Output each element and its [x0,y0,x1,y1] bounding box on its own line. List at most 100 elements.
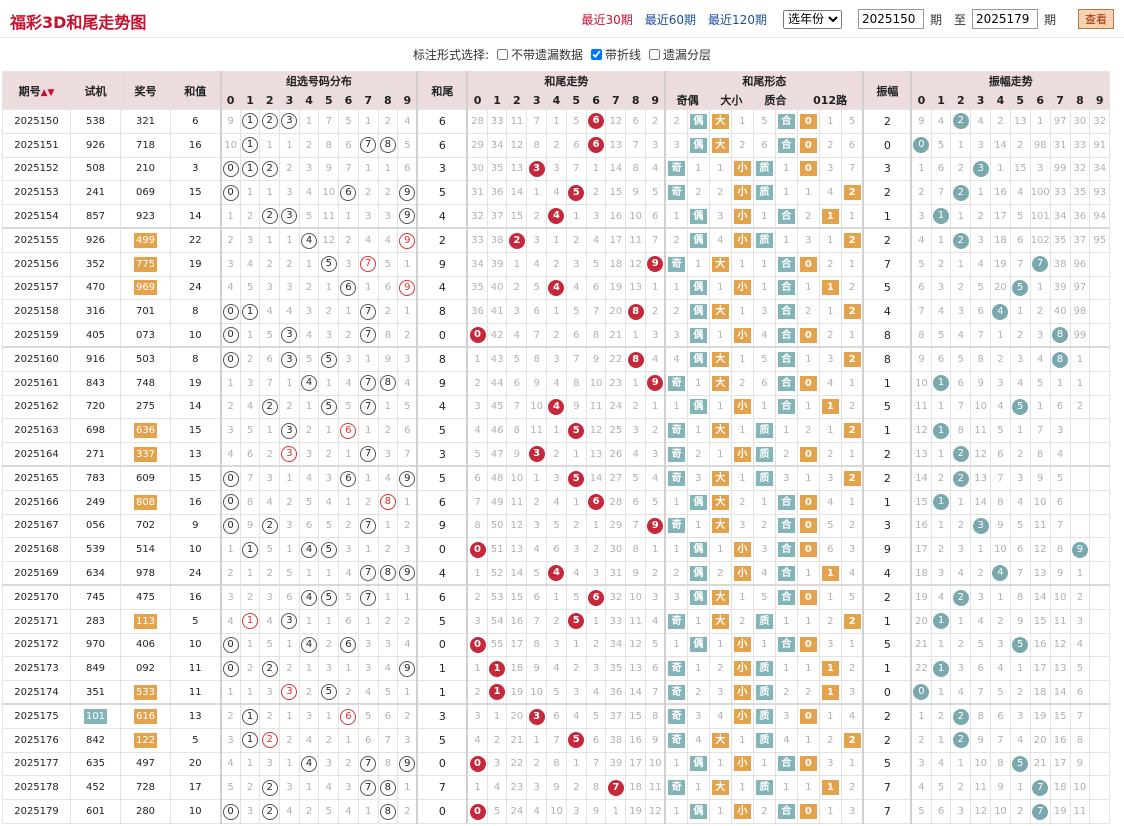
col-period[interactable]: 期号▲▼ [2,71,71,110]
trend-cell: 1 [585,608,607,634]
amp-trend-cell: 6 [930,799,952,824]
dist-cell: 1 [338,727,359,753]
amp-trend-cell: 93 [1089,180,1111,206]
trend-cell: 34 [605,632,627,658]
trend-cell: 3 [466,394,488,420]
option-with-lines-checkbox[interactable] [591,48,603,60]
trend-cell: 6 [585,132,607,158]
period-link-30[interactable]: 最近30期 [581,12,633,27]
trend-cell: 2 [565,513,587,539]
option-no-omission[interactable]: 不带遗漏数据 [497,46,583,63]
trend-cell: 6 [585,489,607,515]
dist-cell: 7 [259,370,281,396]
amp-trend-cell: 1 [990,323,1011,348]
form-cell: 1 [796,346,820,372]
sum-cell: 10 [170,323,221,348]
amp-trend-cell: 12 [1029,537,1051,563]
dist-cell: 2 [259,442,281,467]
form-cell: 5 [752,109,776,134]
from-period-input[interactable] [857,9,924,29]
dist-cell: 4 [318,489,340,515]
dist-digit-1: 1 [239,90,261,110]
prize-cell: 337 [120,442,171,467]
amp-trend-cell: 5 [1069,656,1091,682]
dist-cell: 5 [259,632,281,658]
trend-cell: 1 [466,346,488,372]
amp-trend-cell: 3 [1009,465,1031,491]
form-cell: 0 [796,323,820,348]
option-layered[interactable]: 遗漏分层 [649,46,711,63]
option-layered-checkbox[interactable] [649,48,661,60]
amp-trend-cell: 8 [1029,442,1051,467]
table-row: 2025174 351 533 11 1 1 3 3 2 5 2 4 5 1 1 2 1 19 10 5 3 4 36 14 7… [2,680,1111,705]
form-cell: 1 [796,180,820,206]
dist-cell: 1 [318,418,340,444]
query-button[interactable]: 查看 [1078,9,1114,29]
dist-cell: 3 [397,727,418,753]
dist-cell: 7 [357,584,379,610]
form-cell: 奇 [664,370,688,396]
amp-cell: 2 [862,180,912,206]
trend-cell: 9 [625,561,647,586]
amp-trend-cell: 35 [1069,180,1091,206]
trend-cell: 46 [486,418,508,444]
amp-cell: 2 [862,442,912,467]
amp-trend-cell: 7 [970,323,992,348]
trend-cell: 4 [585,227,607,253]
amp-trend-cell: 32 [1069,156,1091,182]
dist-cell: 4 [259,299,281,325]
form-cell: 1 [664,489,688,515]
dist-cell: 1 [239,703,261,729]
dist-cell: 1 [239,751,261,777]
form-cell: 2 [708,656,732,682]
prize-cell: 609 [120,465,171,491]
option-with-lines[interactable]: 带折线 [591,46,641,63]
amp-trend-cell: 7 [1029,775,1051,801]
amp-trend-cell: 16 [990,180,1011,206]
trend-cell: 6 [645,656,666,682]
trend-cell: 4 [466,727,488,753]
trend-cell: 3 [546,632,567,658]
trend-digit-5: 5 [565,90,587,110]
period-link-60[interactable]: 最近60期 [644,12,697,27]
trend-cell: 12 [506,132,528,158]
form-cell: 4 [708,227,732,253]
dist-cell: 1 [259,132,281,158]
amp-trend-cell: 1 [970,180,992,206]
dist-cell: 2 [259,109,281,134]
period-link-120[interactable]: 最近120期 [708,12,767,27]
dist-cell: 2 [279,727,300,753]
form-cell: 质 [752,703,776,729]
dist-cell: 2 [357,489,379,515]
sum-cell: 15 [170,180,221,206]
trend-cell: 7 [625,513,647,539]
trend-cell: 1 [526,465,548,491]
dist-cell: 1 [239,537,261,563]
dist-cell: 3 [338,537,359,563]
dist-cell: 2 [239,775,261,801]
trend-cell: 1 [565,751,587,777]
to-period-input[interactable] [971,9,1038,29]
dist-cell: 1 [397,680,418,705]
dist-cell: 5 [298,489,320,515]
trend-cell: 1 [526,727,548,753]
amp-trend-cell: 18 [910,561,932,586]
dist-cell: 2 [318,442,340,467]
dist-cell: 1 [259,418,281,444]
dist-digit-9: 9 [397,90,418,110]
amp-trend-cell: 8 [970,346,992,372]
dist-cell: 7 [357,370,379,396]
dist-cell: 7 [357,323,379,348]
amp-trend-cell: 6 [1069,680,1091,705]
trend-cell: 18 [506,656,528,682]
dist-cell: 3 [239,370,261,396]
option-no-omission-checkbox[interactable] [497,48,508,60]
trend-digit-7: 7 [605,90,627,110]
form-cell: 1 [774,608,798,634]
dist-cell: 1 [377,156,399,182]
amp-trend-cell: 14 [910,465,932,491]
amp-digit-8: 8 [1069,90,1091,110]
prize-cell: 321 [120,109,171,134]
sum-cell: 15 [170,465,221,491]
year-select[interactable]: 选年份 [782,9,842,29]
